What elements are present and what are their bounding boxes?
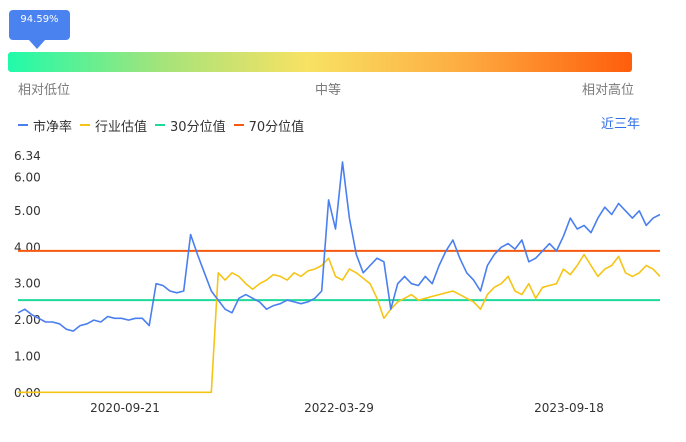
y-tick-label: 4.00 <box>14 240 41 254</box>
y-tick-label: 6.00 <box>14 170 41 184</box>
percentile-tooltip: 94.59% <box>9 10 70 40</box>
gauge-mid-label: 中等 <box>315 83 342 98</box>
x-tick-label: 2023-09-18 <box>534 401 604 415</box>
legend-line-icon <box>233 124 244 126</box>
pb-line-chart: 0.001.002.003.004.005.006.006.342020-09-… <box>14 150 661 415</box>
y-tick-label: 5.00 <box>14 204 41 218</box>
series-line-industry <box>18 253 661 394</box>
gauge-gradient-bar <box>8 52 632 72</box>
legend-label: 市净率 <box>33 119 73 135</box>
chart-legend: 市净率 行业估值 30分位值 70分位值 <box>18 114 312 136</box>
y-tick-label: 2.00 <box>14 313 41 327</box>
legend-item-p30[interactable]: 30分位值 <box>155 116 226 135</box>
legend-item-p70[interactable]: 70分位值 <box>233 116 305 135</box>
series-line-pb <box>17 161 661 332</box>
x-tick-label: 2020-09-21 <box>90 401 160 415</box>
y-tick-label: 6.34 <box>14 150 41 163</box>
percentile-value: 94.59% <box>20 14 59 25</box>
legend-line-icon <box>155 124 166 126</box>
y-tick-label: 1.00 <box>14 350 41 364</box>
x-tick-label: 2022-03-29 <box>304 401 374 415</box>
legend-label: 30分位值 <box>170 119 226 135</box>
tooltip-pointer-icon <box>29 40 45 49</box>
legend-item-pb[interactable]: 市净率 <box>18 116 72 135</box>
legend-label: 70分位值 <box>248 119 305 135</box>
legend-label: 行业估值 <box>95 119 148 135</box>
gauge-high-label: 相对高位 <box>582 83 635 98</box>
legend-line-icon <box>18 124 28 126</box>
percentile-gauge: 94.59% 相对低位 中等 相对高位 <box>0 0 686 100</box>
period-selector[interactable]: 近三年 <box>600 117 640 132</box>
y-tick-label: 3.00 <box>14 277 41 291</box>
legend-item-industry[interactable]: 行业估值 <box>80 116 147 135</box>
gauge-low-label: 相对低位 <box>18 83 71 98</box>
legend-line-icon <box>80 124 91 126</box>
